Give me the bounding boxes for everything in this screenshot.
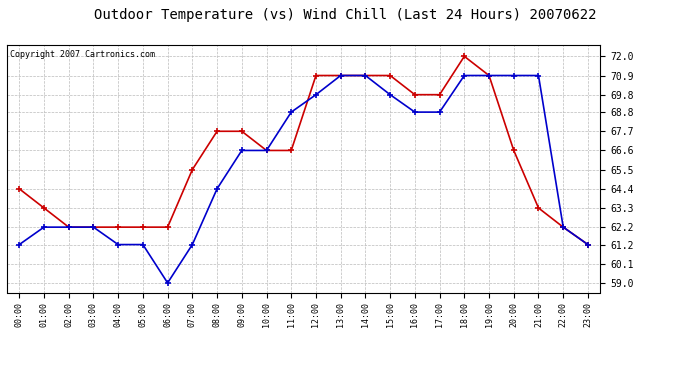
Text: Copyright 2007 Cartronics.com: Copyright 2007 Cartronics.com bbox=[10, 50, 155, 59]
Text: Outdoor Temperature (vs) Wind Chill (Last 24 Hours) 20070622: Outdoor Temperature (vs) Wind Chill (Las… bbox=[94, 8, 596, 21]
